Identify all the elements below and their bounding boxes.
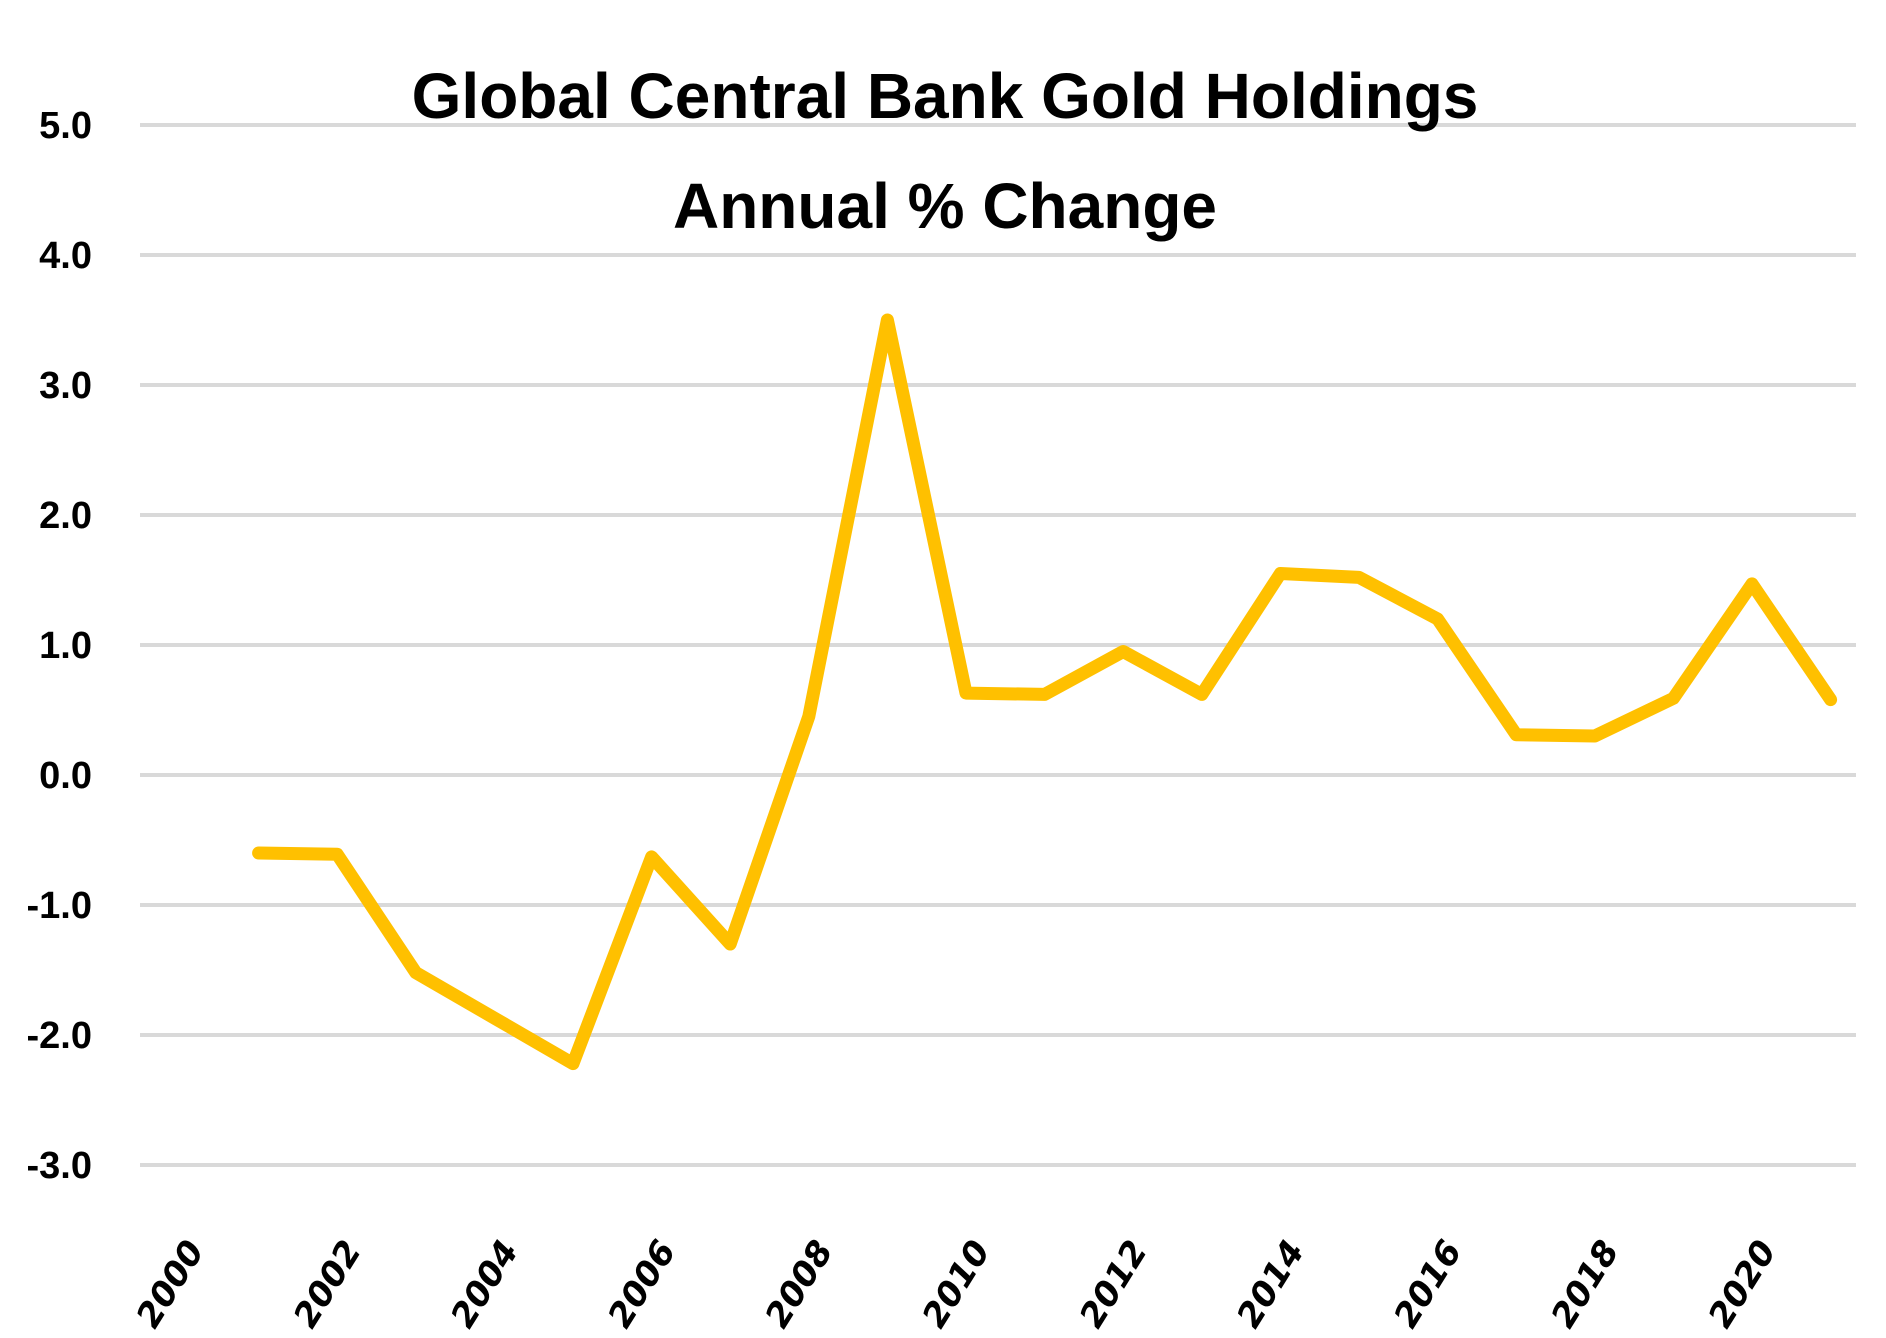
- data-point-2012: [1121, 650, 1125, 654]
- data-point-2011: [1043, 692, 1047, 696]
- y-tick-label: 2.0: [39, 495, 92, 537]
- x-tick-label: 2012: [1072, 1233, 1156, 1334]
- data-point-2007: [728, 942, 732, 946]
- data-point-2008: [807, 715, 811, 719]
- chart-subtitle: Annual % Change: [673, 170, 1217, 242]
- data-point-2016: [1436, 617, 1440, 621]
- data-point-2018: [1593, 734, 1597, 738]
- x-tick-label: 2010: [915, 1233, 999, 1334]
- y-tick-label: 0.0: [39, 755, 92, 797]
- data-point-2013: [1200, 692, 1204, 696]
- x-tick-label: 2002: [286, 1233, 370, 1334]
- data-point-2003: [414, 971, 418, 975]
- y-tick-label: 3.0: [39, 365, 92, 407]
- y-tick-label: 4.0: [39, 235, 92, 277]
- x-tick-label: 2006: [600, 1233, 684, 1334]
- y-tick-label: -1.0: [27, 885, 92, 927]
- data-point-2017: [1514, 733, 1518, 737]
- data-point-2005: [571, 1062, 575, 1066]
- y-tick-label: -3.0: [27, 1145, 92, 1187]
- y-tick-label: 1.0: [39, 625, 92, 667]
- data-point-2014: [1278, 572, 1282, 576]
- x-tick-label: 2004: [443, 1233, 527, 1334]
- x-tick-label: 2018: [1543, 1233, 1627, 1334]
- data-point-2020: [1750, 582, 1754, 586]
- data-point-2010: [964, 691, 968, 695]
- chart-title: Global Central Bank Gold Holdings: [412, 60, 1479, 132]
- x-axis-ticks: 2000 2002 2004 2006 2008 2010 2012 2014 2016 2018…: [129, 1233, 1785, 1334]
- series-layer: [252, 313, 1838, 1071]
- data-point-2021: [1829, 698, 1833, 702]
- x-tick-label: 2014: [1229, 1233, 1313, 1334]
- data-point-2009: [885, 318, 889, 322]
- x-tick-label: 2008: [757, 1233, 841, 1334]
- series-line: [252, 313, 1838, 1071]
- data-point-2002: [335, 852, 339, 856]
- data-point-2019: [1671, 696, 1675, 700]
- gridlines: [140, 123, 1856, 1167]
- x-tick-label: 2020: [1701, 1233, 1785, 1334]
- y-axis-ticks: 5.0 4.0 3.0 2.0 1.0 0.0 -1.0 -2.0 -3.0: [27, 105, 92, 1187]
- data-point-2006: [650, 855, 654, 859]
- y-tick-label: -2.0: [27, 1015, 92, 1057]
- chart-title-group: Global Central Bank Gold Holdings Annual…: [412, 60, 1479, 242]
- x-tick-label: 2000: [129, 1233, 213, 1334]
- data-point-2001: [257, 851, 261, 855]
- data-point-2015: [1357, 575, 1361, 579]
- y-tick-label: 5.0: [39, 105, 92, 147]
- data-point-2004: [492, 1016, 496, 1020]
- x-tick-label: 2016: [1386, 1233, 1470, 1334]
